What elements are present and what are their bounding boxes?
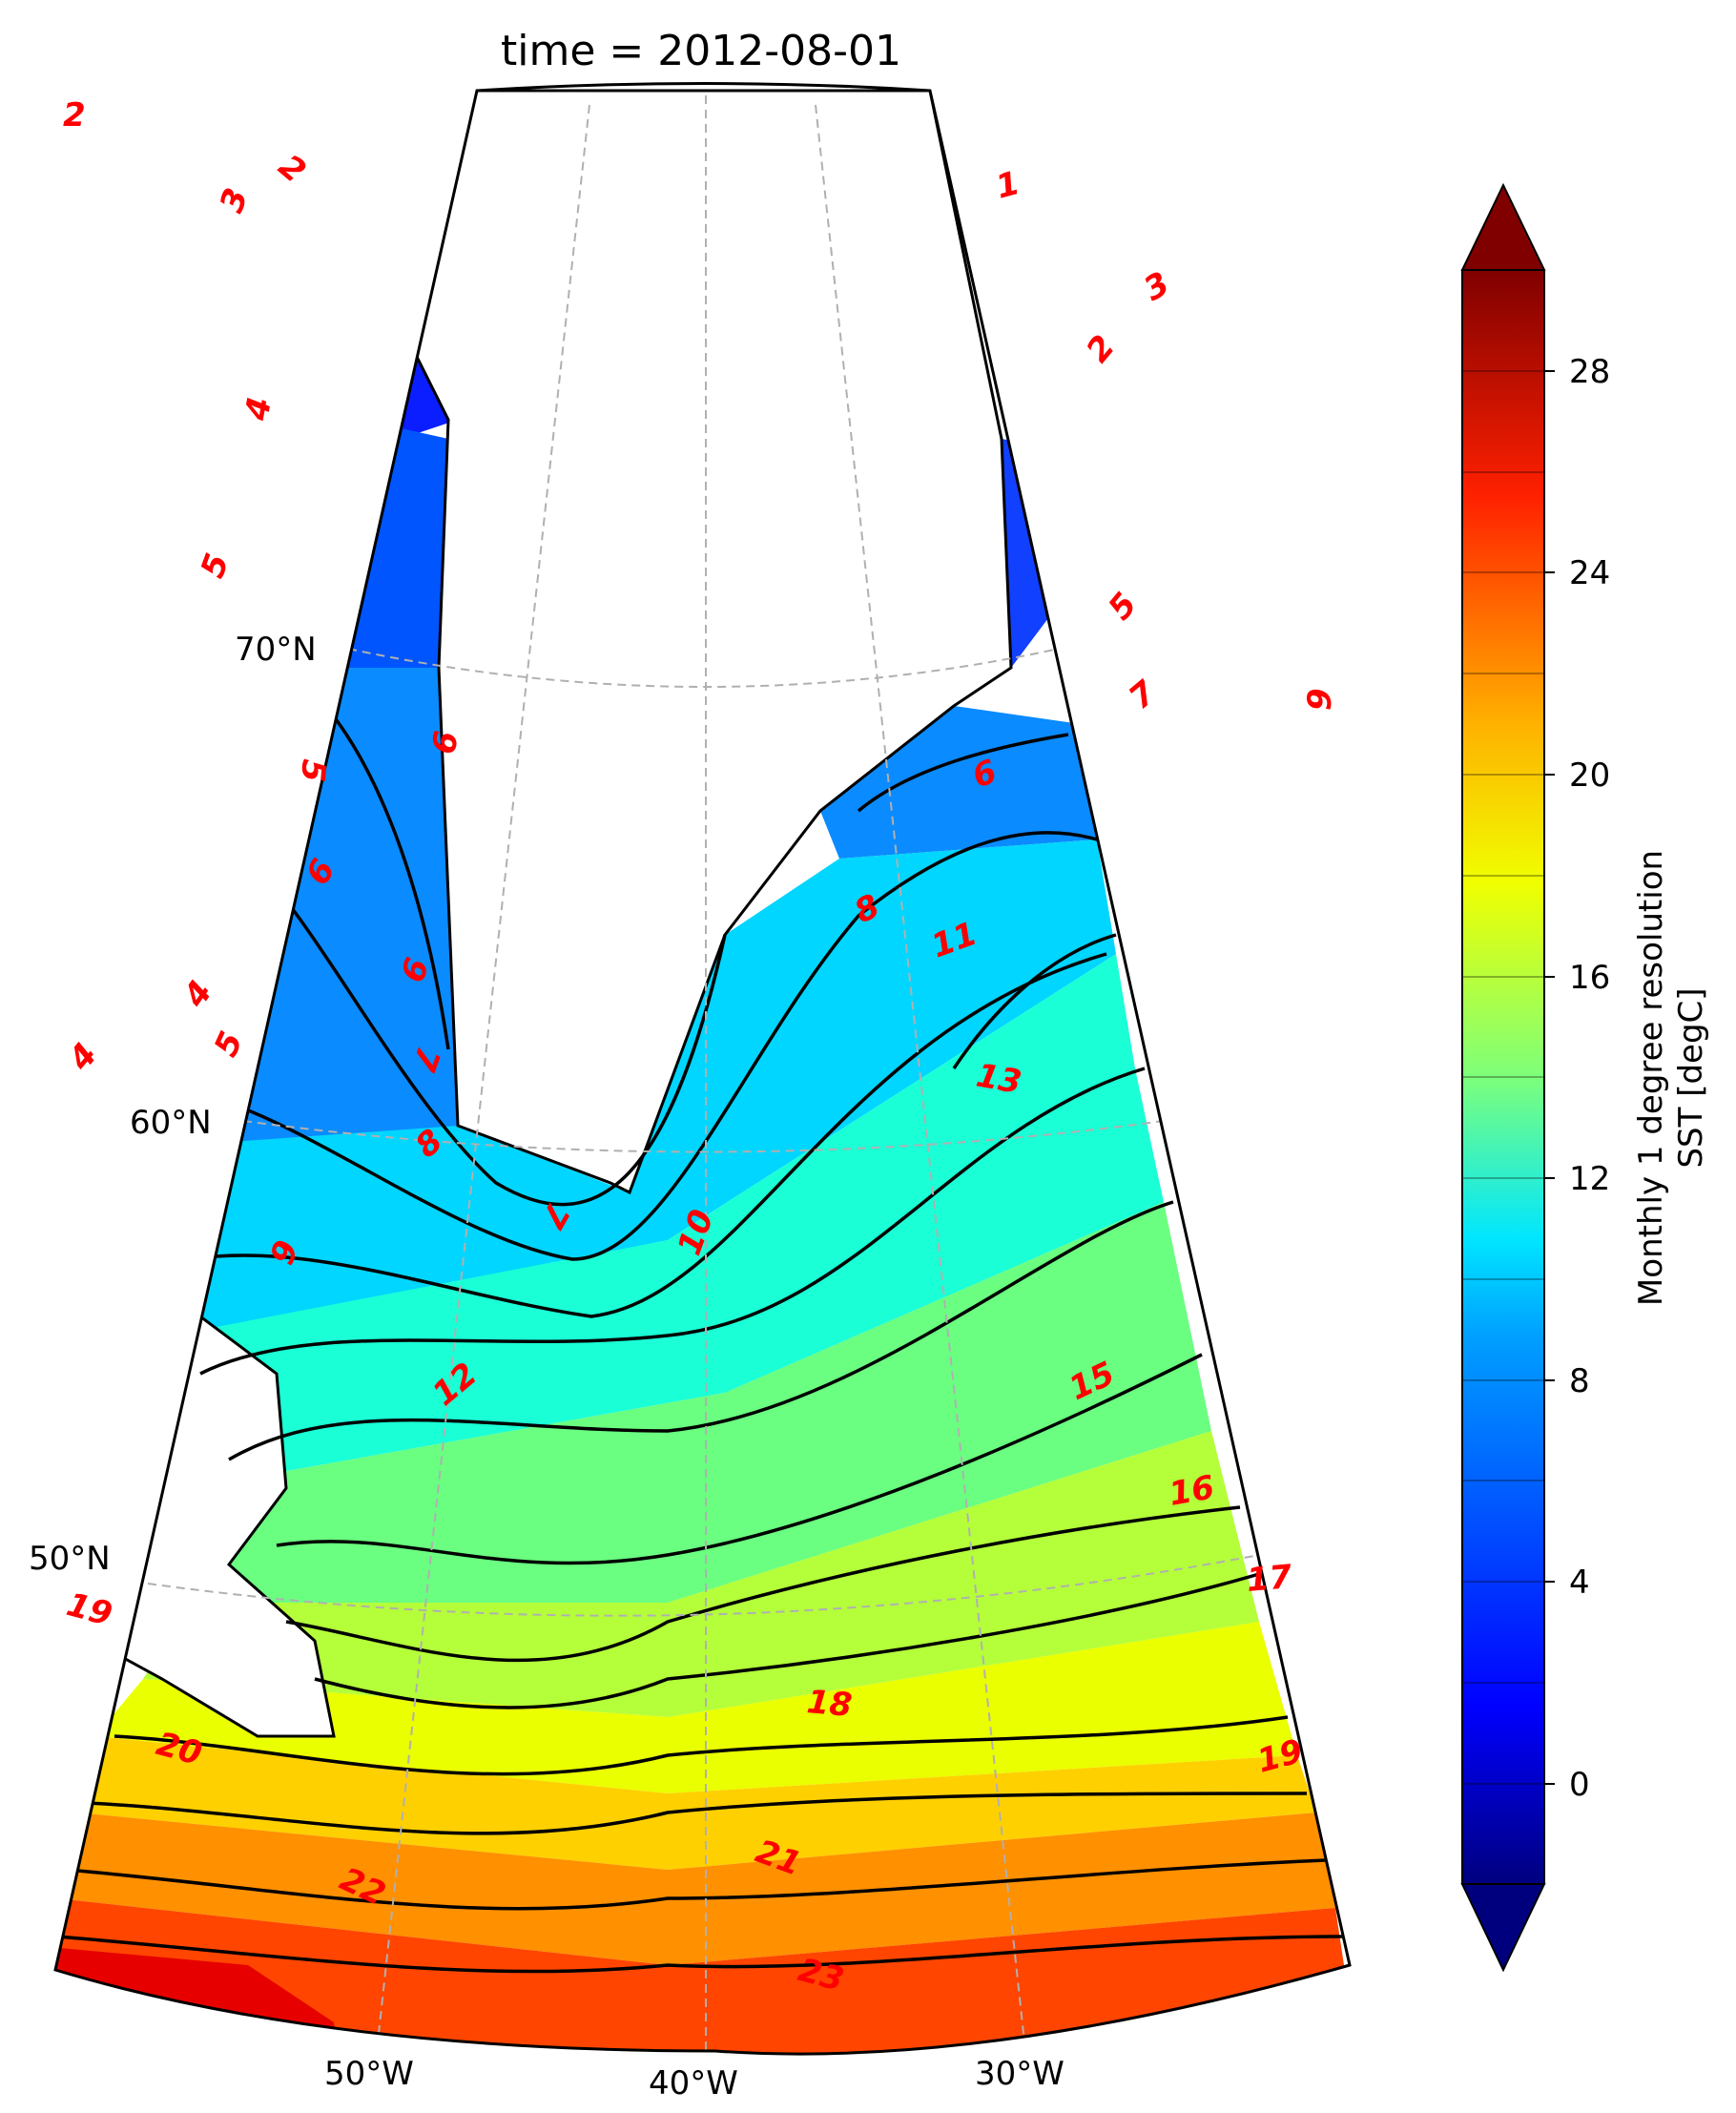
- contour-label: 5: [1101, 586, 1145, 628]
- lon-label-40w: 40°W: [649, 2064, 738, 2103]
- map-title: time = 2012-08-01: [501, 27, 901, 75]
- contour-label: 17: [1245, 1558, 1293, 1600]
- colorbar-tick-label: 16: [1569, 959, 1610, 997]
- colorbar: 0 4 8 12 16 20 24 28 Monthly 1 degree re…: [1460, 182, 1710, 1973]
- contour-label: 18: [805, 1683, 854, 1725]
- sst-band-east-6: [820, 706, 1097, 859]
- contour-label: 2: [271, 147, 313, 191]
- map-boundary: [53, 82, 1352, 2056]
- lat-label-60: 60°N: [130, 1104, 212, 1142]
- colorbar-tick-label: 28: [1569, 353, 1610, 391]
- contour-label: 1: [992, 164, 1023, 207]
- contour-label: 4: [61, 1036, 106, 1079]
- contour-label: 3: [1138, 264, 1177, 308]
- lon-label-30w: 30°W: [975, 2055, 1064, 2093]
- colorbar-tick-label: 24: [1569, 554, 1610, 592]
- colorbar-ticks: [1544, 370, 1555, 1785]
- contour-label: 5: [194, 549, 238, 583]
- colorbar-tick-label: 8: [1569, 1362, 1590, 1400]
- contour-label: 16: [1167, 1468, 1218, 1514]
- contour-label: 2: [63, 96, 86, 135]
- contour-label: 7: [1122, 673, 1164, 717]
- contour-label: 13: [973, 1056, 1024, 1102]
- sst-band-17: [95, 1622, 1297, 1793]
- colorbar-extend-bottom: [1460, 1883, 1546, 1973]
- contour-label: 19: [63, 1585, 116, 1634]
- colorbar-tick-label: 4: [1569, 1564, 1590, 1602]
- sst-band-13: [191, 1202, 1211, 1603]
- contour-label: 9: [1301, 688, 1339, 711]
- contour-label: 2: [1079, 328, 1123, 370]
- colorbar-extend-top: [1460, 182, 1546, 271]
- lat-label-70: 70°N: [235, 631, 317, 669]
- colorbar-level-lines: [1462, 370, 1544, 1785]
- colorbar-tick-label: 20: [1569, 756, 1610, 795]
- sst-band-10: [172, 954, 1164, 1488]
- contour-lines: [56, 666, 1346, 1974]
- sst-band-8: [191, 839, 1116, 1336]
- colorbar-label-line1: Monthly 1 degree resolution: [1632, 850, 1670, 1306]
- gridlines: [147, 95, 1260, 2052]
- contour-label: 5: [207, 1025, 251, 1062]
- contour-label: 3: [213, 183, 257, 218]
- contour-label: 4: [238, 394, 279, 424]
- contour-label: 4: [176, 974, 220, 1015]
- colorbar-tick-label: 0: [1569, 1766, 1590, 1804]
- colorbar-label-line2: SST [degC]: [1672, 987, 1710, 1168]
- sst-band-21: [57, 1813, 1335, 1965]
- lon-label-50w: 50°W: [324, 2055, 414, 2093]
- sst-band-15: [143, 1431, 1259, 1717]
- lat-label-50: 50°N: [29, 1540, 111, 1578]
- lat-lon-labels: 70°N 60°N 50°N 50°W 40°W 30°W: [29, 631, 1064, 2103]
- contour-label: 5: [293, 757, 333, 783]
- sst-band-19: [76, 1736, 1316, 1870]
- colorbar-tick-label: 12: [1569, 1160, 1610, 1198]
